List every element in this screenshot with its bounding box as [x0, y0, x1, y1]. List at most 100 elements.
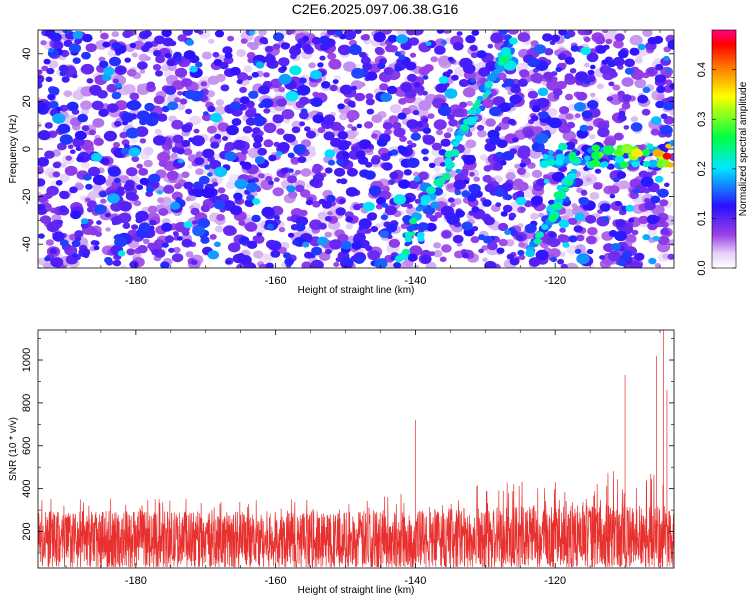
heatmap-cell — [370, 226, 379, 233]
heatmap-cell — [207, 172, 213, 177]
heatmap-cell — [515, 196, 527, 206]
heatmap-cell — [325, 248, 332, 255]
heatmap-cell — [435, 83, 448, 93]
heatmap-cell — [585, 177, 592, 183]
heatmap-cell — [433, 242, 441, 249]
heatmap-cell — [75, 146, 82, 151]
heatmap-cell — [114, 237, 127, 248]
heatmap-cell — [56, 142, 67, 151]
heatmap-cell — [154, 35, 165, 45]
heatmap-cell — [383, 67, 394, 75]
heatmap-cell — [310, 70, 322, 80]
heatmap-cell — [637, 43, 646, 51]
heatmap-cell — [485, 118, 496, 127]
heatmap-cell — [272, 187, 284, 197]
heatmap-cell — [339, 178, 348, 185]
heatmap-cell — [82, 33, 93, 43]
heatmap-cell — [662, 101, 674, 111]
heatmap-cell — [210, 141, 220, 149]
heatmap-cell — [71, 253, 78, 258]
heatmap-cell — [565, 113, 574, 120]
heatmap-cell — [659, 199, 669, 207]
heatmap-cell — [130, 138, 138, 144]
heatmap-cell — [358, 51, 367, 58]
heatmap-cell — [177, 158, 184, 164]
heatmap-cell — [443, 132, 452, 139]
heatmap-cell — [299, 121, 306, 127]
heatmap-cell — [358, 225, 365, 231]
colorbar-ticks: 0.0 0.1 0.2 0.3 0.4 — [696, 62, 736, 276]
heatmap-cell — [409, 52, 417, 58]
heatmap-cell — [409, 245, 423, 256]
heatmap-cell — [617, 49, 629, 59]
heatmap-cell — [494, 126, 502, 132]
heatmap-cell — [86, 200, 97, 209]
heatmap-cell — [231, 118, 242, 126]
heatmap-cell — [299, 111, 309, 120]
heatmap-cell — [546, 107, 558, 117]
heatmap-cell — [586, 52, 599, 63]
heatmap-cell — [421, 148, 429, 155]
heatmap-cell — [598, 152, 604, 157]
heatmap-cell — [621, 102, 631, 110]
heatmap-cell — [174, 183, 182, 190]
heatmap-cell — [157, 113, 168, 122]
heatmap-cell — [104, 256, 113, 264]
heatmap-cell — [225, 259, 231, 265]
heatmap-cell — [414, 198, 422, 204]
heatmap-cell — [111, 31, 120, 38]
heatmap-cell — [100, 32, 109, 40]
heatmap-cell — [358, 139, 372, 150]
heatmap-cell — [153, 95, 165, 105]
heatmap-cell — [380, 92, 393, 103]
heatmap-cell — [353, 203, 361, 211]
heatmap-cell — [172, 246, 181, 254]
heatmap-cell — [240, 38, 248, 44]
heatmap-cell — [302, 44, 312, 52]
heatmap-cell — [191, 135, 205, 147]
heatmap-cell — [195, 61, 203, 68]
heatmap-cell — [148, 173, 161, 184]
heatmap-cell — [92, 240, 100, 246]
heatmap-cell — [501, 83, 508, 88]
heatmap-cell — [343, 30, 356, 41]
heatmap-cell — [476, 50, 487, 59]
heatmap-cell — [655, 63, 664, 71]
heatmap-cell — [290, 156, 300, 164]
heatmap-cell — [69, 186, 78, 194]
heatmap-cell — [354, 255, 365, 264]
snr-x-tick-label: -180 — [125, 575, 147, 587]
snr-y-tick-label: 600 — [21, 437, 33, 455]
heatmap-cell — [524, 129, 535, 138]
heatmap-cell — [236, 79, 243, 85]
heatmap-cell — [374, 46, 384, 54]
heatmap-cell — [328, 58, 342, 70]
heatmap-cell — [420, 199, 429, 206]
heatmap-cell — [574, 212, 585, 221]
heatmap-cell — [263, 139, 274, 148]
heatmap-cell — [300, 108, 308, 114]
heatmap-cell — [181, 123, 193, 133]
heatmap-cell — [207, 75, 220, 86]
heatmap-cell — [304, 126, 311, 132]
heatmap-cell — [38, 102, 47, 112]
heatmap-cell — [478, 248, 485, 254]
heatmap-cell — [99, 191, 107, 198]
heatmap-cell — [50, 32, 62, 42]
heatmap-cell — [524, 223, 537, 234]
heatmap-cell — [563, 33, 571, 40]
heatmap-cell — [433, 250, 443, 258]
heatmap-cell — [174, 97, 181, 103]
heatmap-cell — [657, 188, 669, 198]
heatmap-cell — [337, 233, 349, 243]
heatmap-cell — [595, 45, 607, 54]
heatmap-cell — [58, 64, 69, 73]
heatmap-cell — [531, 105, 541, 113]
heatmap-cell — [590, 159, 601, 168]
heatmap-cell — [475, 99, 481, 105]
heatmap-cell — [634, 57, 643, 64]
colorbar-tick-label: 0.1 — [696, 211, 708, 226]
heatmap-cell — [203, 111, 209, 116]
heatmap-cell — [639, 170, 649, 178]
heatmap-cell — [92, 174, 106, 186]
